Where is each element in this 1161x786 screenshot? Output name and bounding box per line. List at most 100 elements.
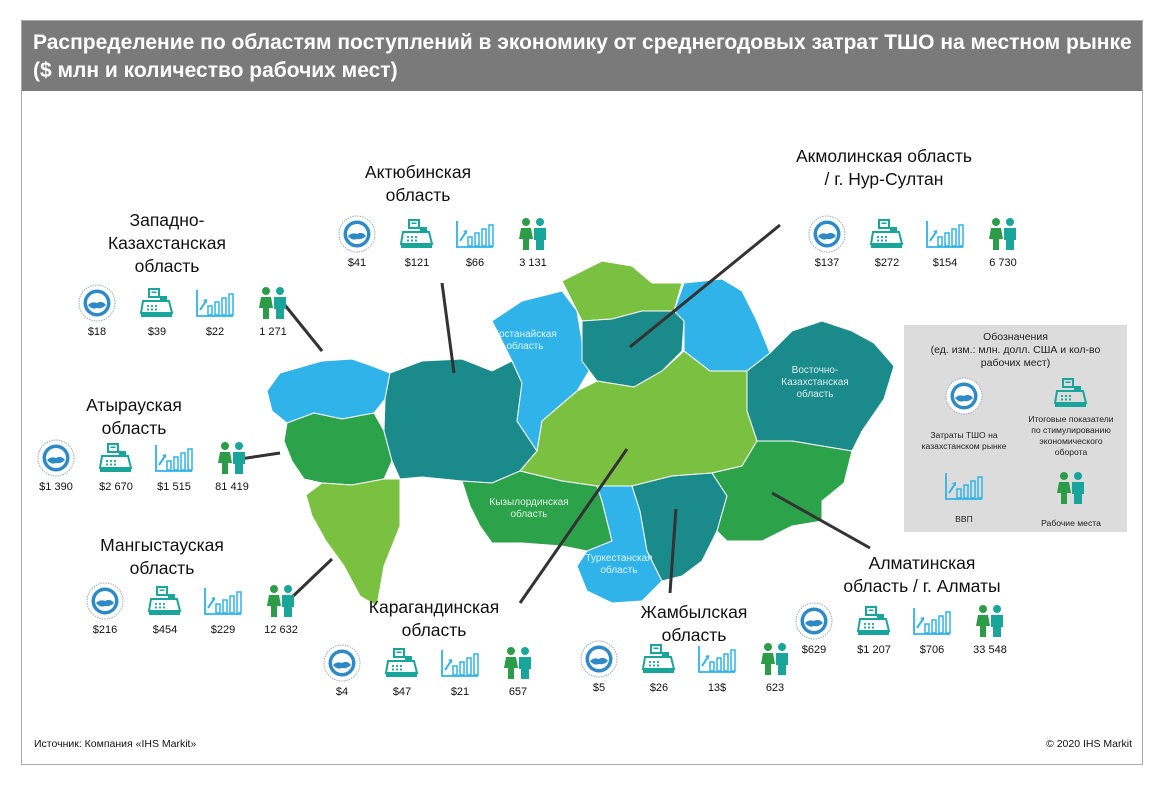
- map-label-east-kazakhstan: Восточно- Казахстанская область: [781, 365, 849, 400]
- region-name-akm: Акмолинская область / г. Нур-Султан: [795, 146, 973, 189]
- legend-item-jobs: Рабочие места: [1016, 471, 1126, 529]
- metric-cash-register-man: $454: [137, 581, 193, 636]
- cash-register-icon: [139, 283, 175, 323]
- legend-item-gdp: ВВП: [909, 471, 1019, 525]
- cash-register-icon: [869, 214, 905, 254]
- map-region-zha: [631, 472, 728, 582]
- metric-value: $1 390: [39, 481, 73, 493]
- metric-value: $1 515: [157, 481, 191, 493]
- growth-chart-icon: [203, 581, 243, 621]
- metric-tco-logo-kar: $4: [314, 643, 370, 698]
- metric-cash-register-kar: $47: [374, 643, 430, 698]
- kazakhstan-map: [239, 223, 895, 607]
- metric-workers-man: 12 632: [253, 581, 309, 636]
- metric-growth-chart-aty: $1 515: [146, 438, 202, 493]
- metric-tco-logo-akt: $41: [329, 214, 385, 269]
- metric-value: 6 730: [989, 257, 1017, 269]
- metric-value: $26: [649, 682, 669, 694]
- metric-value: 1 271: [259, 326, 287, 338]
- map-region-alm: [711, 440, 853, 542]
- cash-register-icon: [98, 438, 134, 478]
- page-title: Распределение по областям поступлений в …: [33, 31, 1132, 82]
- metric-growth-chart-zha: 13$: [689, 639, 745, 694]
- metric-growth-chart-man: $229: [195, 581, 251, 636]
- metric-workers-akm: 6 730: [975, 214, 1031, 269]
- metric-workers-zha: 623: [747, 639, 803, 694]
- metric-value: $39: [147, 326, 167, 338]
- growth-chart-icon: [455, 214, 495, 254]
- metric-cash-register-zha: $26: [631, 639, 687, 694]
- tco-logo-icon: [945, 377, 983, 418]
- workers-icon: [988, 214, 1018, 254]
- metric-growth-chart-akm: $154: [917, 214, 973, 269]
- metric-value: $1 207: [857, 644, 891, 656]
- metric-value: $41: [347, 257, 367, 269]
- growth-chart-icon: [925, 214, 965, 254]
- metric-workers-aty: 81 419: [204, 438, 260, 493]
- metric-tco-logo-zko: $18: [69, 283, 125, 338]
- map-label-kostanay: Костанайская область: [493, 329, 557, 352]
- metric-tco-logo-akm: $137: [799, 214, 855, 269]
- metric-tco-logo-alm: $629: [786, 601, 842, 656]
- map-region-akt: [383, 358, 538, 484]
- legend-title: Обозначения (ед. изм.: млн. долл. США и к…: [930, 331, 1101, 369]
- region-name-zha: Жамбылская область: [640, 602, 748, 645]
- growth-chart-icon: [440, 643, 480, 683]
- metric-value: $454: [152, 624, 178, 636]
- map-region-man: [305, 478, 401, 607]
- metric-value: $18: [87, 326, 107, 338]
- tco-logo-icon: [78, 283, 116, 323]
- metric-workers-akt: 3 131: [505, 214, 561, 269]
- region-name-kar: Карагандинская область: [368, 597, 500, 640]
- metric-growth-chart-alm: $706: [904, 601, 960, 656]
- workers-icon: [217, 438, 247, 478]
- metric-growth-chart-zko: $22: [187, 283, 243, 338]
- region-name-akt: Актюбинская область: [364, 162, 472, 205]
- map-label-turkestan: Туркестанская область: [585, 553, 653, 576]
- metric-value: 623: [765, 682, 785, 694]
- workers-icon: [503, 643, 533, 683]
- metric-value: $66: [465, 257, 485, 269]
- metric-value: 81 419: [215, 481, 249, 493]
- map-region-akm: [581, 310, 685, 388]
- cash-register-icon: [147, 581, 183, 621]
- cash-register-icon: [1053, 377, 1089, 412]
- tco-logo-icon: [338, 214, 376, 254]
- metric-cash-register-aty: $2 670: [88, 438, 144, 493]
- tco-logo-icon: [323, 643, 361, 683]
- tco-logo-icon: [37, 438, 75, 478]
- metric-value: 13$: [707, 682, 727, 694]
- cash-register-icon: [641, 639, 677, 679]
- growth-chart-icon: [154, 438, 194, 478]
- metric-workers-alm: 33 548: [962, 601, 1018, 656]
- region-name-man: Мангыстауская область: [100, 535, 224, 578]
- workers-icon: [518, 214, 548, 254]
- metric-value: $216: [92, 624, 118, 636]
- metric-tco-logo-aty: $1 390: [28, 438, 84, 493]
- metric-value: $5: [592, 682, 606, 694]
- metric-value: $706: [919, 644, 945, 656]
- map-label-kyzylorda: Кызылординская область: [489, 497, 569, 520]
- metric-value: 12 632: [264, 624, 298, 636]
- metric-workers-zko: 1 271: [245, 283, 301, 338]
- metric-cash-register-alm: $1 207: [846, 601, 902, 656]
- cash-register-icon: [384, 643, 420, 683]
- map-region-aty: [283, 412, 393, 486]
- workers-icon: [975, 601, 1005, 641]
- tco-logo-icon: [795, 601, 833, 641]
- tco-logo-icon: [86, 581, 124, 621]
- metric-tco-logo-zha: $5: [571, 639, 627, 694]
- growth-chart-icon: [944, 471, 984, 504]
- metric-value: $229: [210, 624, 236, 636]
- region-name-aty: Атырауская область: [86, 395, 182, 438]
- legend-item-tco-spend: Затраты ТШО на казахстанском рынке: [909, 377, 1019, 452]
- metric-value: $121: [404, 257, 430, 269]
- cash-register-icon: [856, 601, 892, 641]
- workers-icon: [258, 283, 288, 323]
- metric-cash-register-akt: $121: [389, 214, 445, 269]
- metric-cash-register-zko: $39: [129, 283, 185, 338]
- metric-value: $272: [874, 257, 900, 269]
- copyright-note: © 2020 IHS Markit: [1046, 738, 1132, 750]
- workers-icon: [266, 581, 296, 621]
- metric-workers-kar: 657: [490, 643, 546, 698]
